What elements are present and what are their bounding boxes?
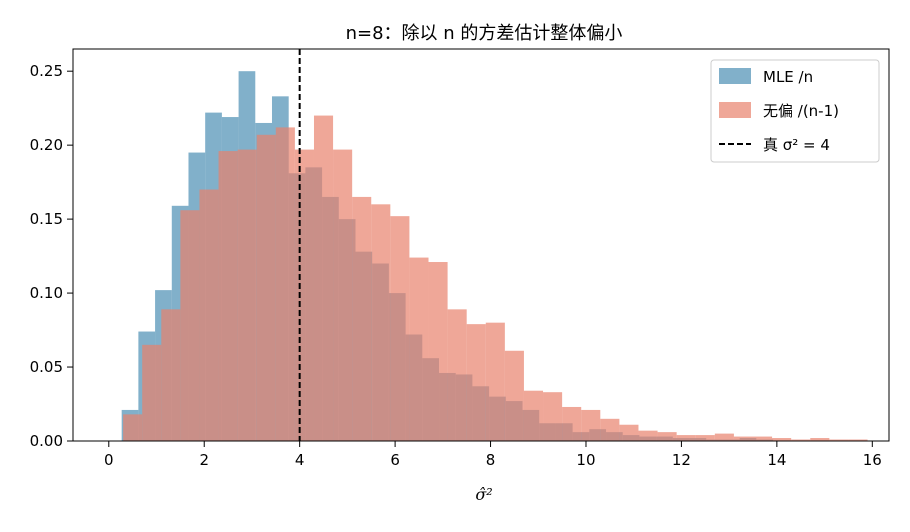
unbiased-bar xyxy=(371,204,391,441)
unbiased-bar xyxy=(142,344,162,441)
unbiased-bar xyxy=(504,350,524,441)
unbiased-bar xyxy=(772,438,792,441)
y-axis-ticks: 0.00 0.05 0.10 0.15 0.20 0.25 xyxy=(30,62,73,450)
unbiased-bar xyxy=(619,424,639,441)
x-tick-label: 8 xyxy=(486,451,496,469)
unbiased-bar xyxy=(352,196,372,441)
unbiased-bar xyxy=(714,433,734,441)
unbiased-bar xyxy=(218,151,238,441)
legend-label-true-variance: 真 σ² = 4 xyxy=(763,136,830,154)
x-tick-label: 12 xyxy=(672,451,691,469)
x-axis-ticks: 0 2 4 6 8 10 12 14 16 xyxy=(104,441,882,469)
unbiased-bar xyxy=(237,149,257,441)
unbiased-bar xyxy=(390,216,410,441)
y-tick-label: 0.20 xyxy=(30,136,63,154)
unbiased-bar xyxy=(695,435,715,441)
unbiased-bar xyxy=(581,409,601,441)
x-tick-label: 16 xyxy=(863,451,882,469)
x-axis-label-group: σ̂² xyxy=(475,485,492,504)
legend-swatch-unbiased xyxy=(719,102,751,118)
series-unbiased xyxy=(123,115,868,442)
y-tick-label: 0.25 xyxy=(30,62,63,80)
unbiased-bar xyxy=(409,257,429,441)
unbiased-bar xyxy=(161,309,181,441)
x-axis-label: σ̂² xyxy=(475,485,492,504)
axes-frame xyxy=(72,48,890,442)
unbiased-bar xyxy=(275,127,295,442)
unbiased-bar xyxy=(676,435,696,441)
unbiased-bar xyxy=(447,309,467,441)
y-tick-label: 0.05 xyxy=(30,358,63,376)
unbiased-bar xyxy=(753,436,773,441)
x-tick-label: 4 xyxy=(295,451,305,469)
unbiased-bar xyxy=(313,115,334,441)
unbiased-bar xyxy=(600,418,620,441)
x-tick-label: 6 xyxy=(390,451,400,469)
unbiased-bar xyxy=(562,406,582,441)
unbiased-bar xyxy=(523,390,544,441)
unbiased-bar xyxy=(466,324,486,441)
unbiased-bar xyxy=(848,439,868,441)
unbiased-bar xyxy=(791,439,811,441)
unbiased-bar xyxy=(543,392,563,441)
y-tick-label: 0.00 xyxy=(30,432,63,450)
unbiased-bar xyxy=(333,149,353,441)
unbiased-bar xyxy=(657,432,677,441)
y-tick-label: 0.15 xyxy=(30,210,63,228)
unbiased-bar xyxy=(638,430,658,441)
legend-label-unbiased: 无偏 /(n-1) xyxy=(763,102,839,120)
unbiased-bar xyxy=(256,134,276,442)
unbiased-bar xyxy=(485,322,505,441)
unbiased-bar xyxy=(810,438,830,441)
bars-layer xyxy=(121,71,868,442)
legend-box xyxy=(710,59,880,163)
y-tick-label: 0.10 xyxy=(30,284,63,302)
x-tick-label: 2 xyxy=(199,451,209,469)
unbiased-bar xyxy=(294,149,314,441)
unbiased-bar xyxy=(180,210,200,441)
unbiased-bar xyxy=(199,189,219,441)
legend: MLE /n 无偏 /(n-1) 真 σ² = 4 xyxy=(710,59,880,163)
chart-title: n=8：除以 n 的方差估计整体偏小 xyxy=(346,23,623,44)
unbiased-bar xyxy=(123,414,143,441)
legend-swatch-mle xyxy=(719,68,751,84)
unbiased-bar xyxy=(733,436,753,441)
legend-label-mle: MLE /n xyxy=(763,68,813,86)
x-tick-label: 10 xyxy=(576,451,595,469)
unbiased-bar xyxy=(428,262,448,441)
x-tick-label: 14 xyxy=(767,451,786,469)
unbiased-bar xyxy=(829,439,849,441)
x-tick-label: 0 xyxy=(104,451,114,469)
